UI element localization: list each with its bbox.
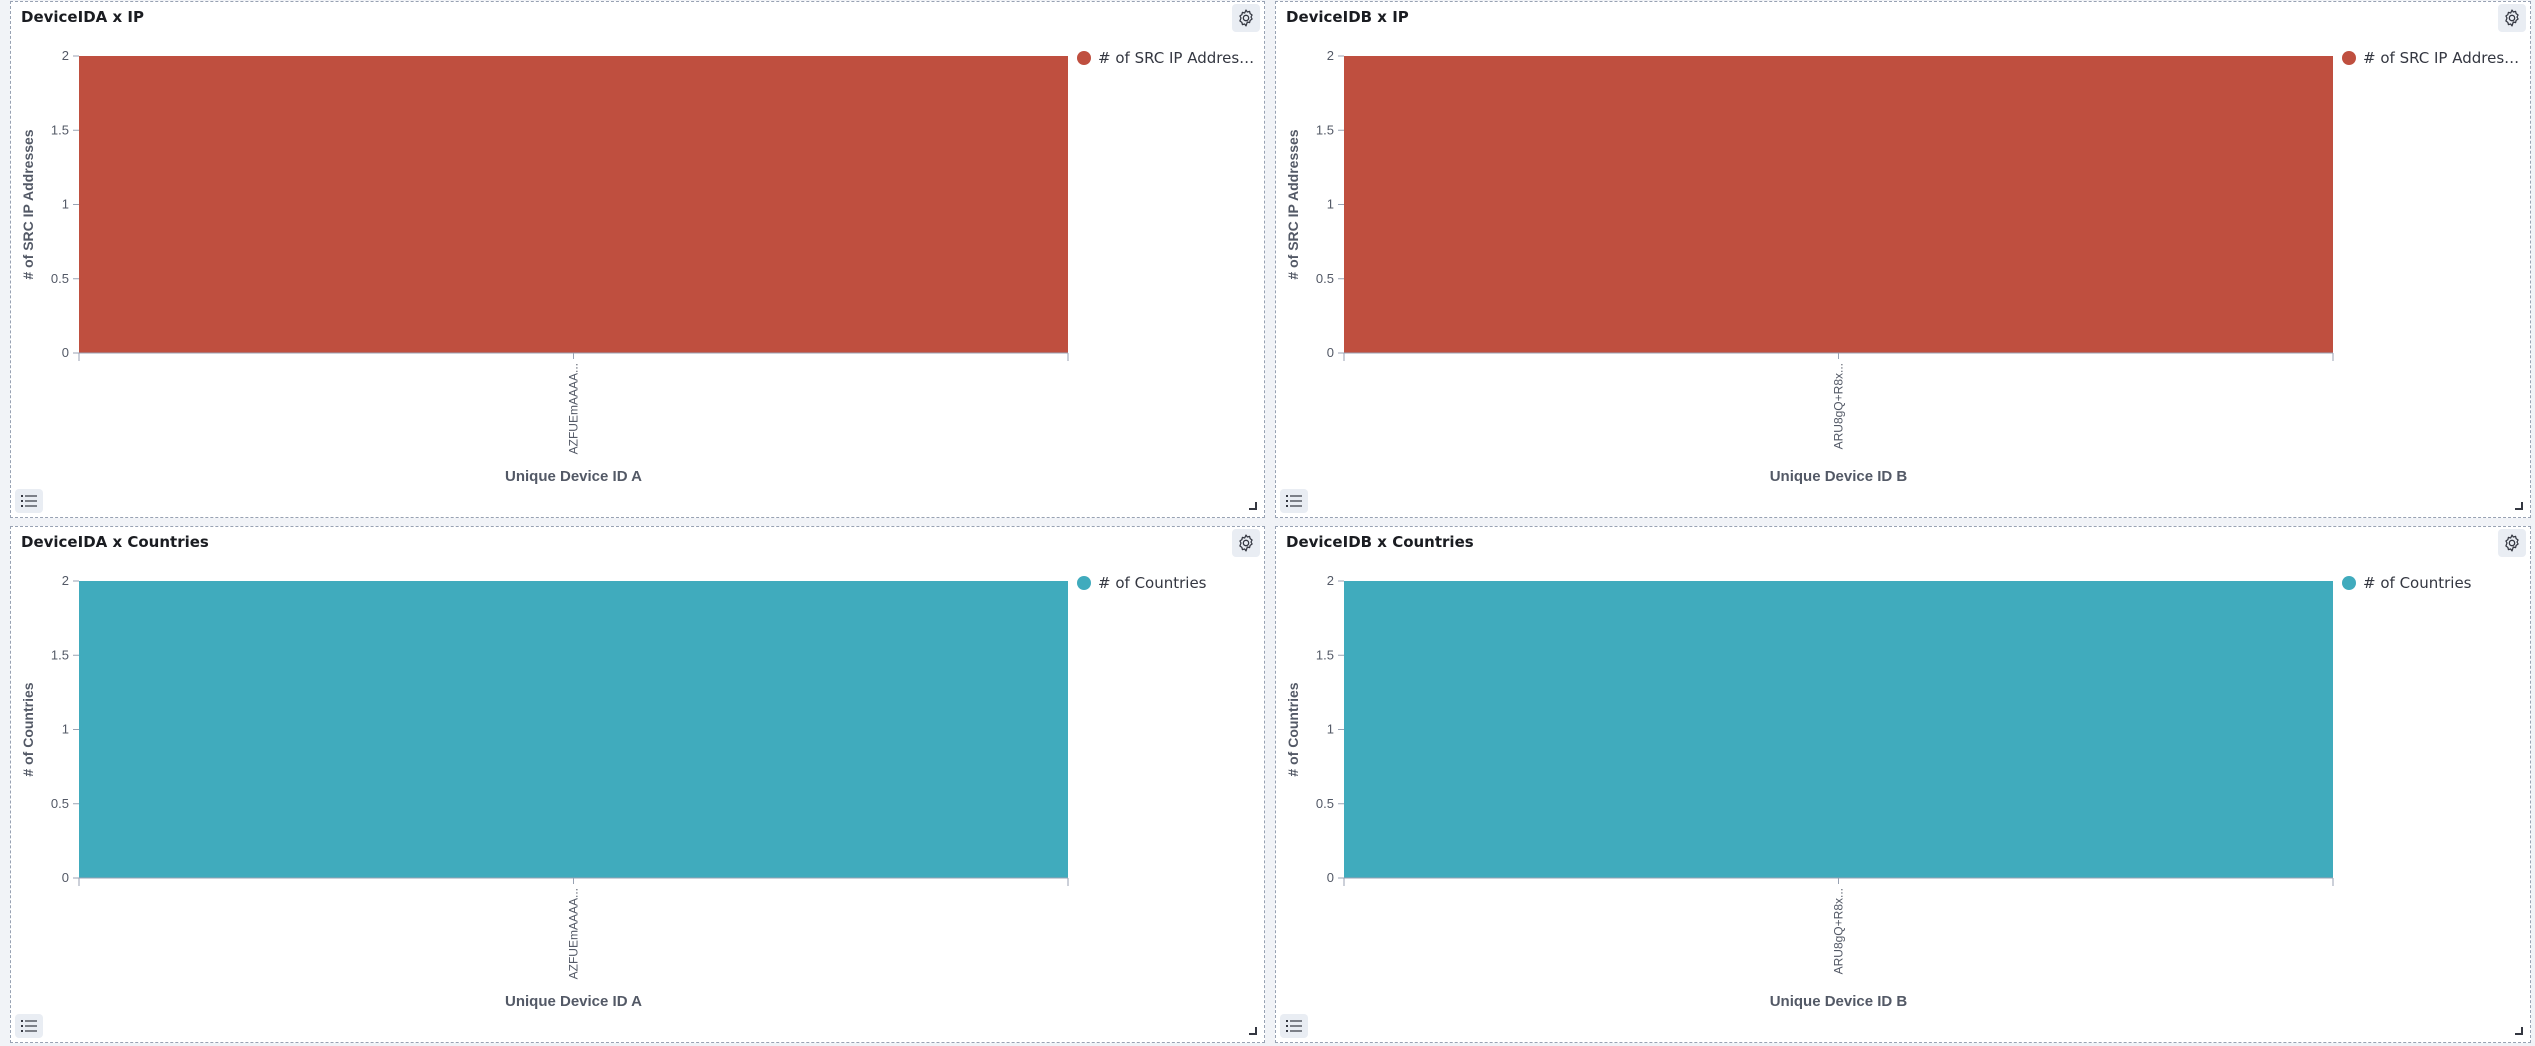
- y-tick-label: 0.5: [1316, 796, 1334, 811]
- panel-deviceidb-countries: DeviceIDB x Countries 0 0.5 1 1.5 2 ARU8gQ+R…: [1275, 526, 2531, 1043]
- list-icon: [1286, 1020, 1302, 1032]
- legend-label: # of Countries: [1098, 574, 1207, 592]
- y-axis-label: # of Countries: [1285, 682, 1301, 776]
- y-axis-label: # of Countries: [20, 682, 36, 776]
- list-icon: [1286, 495, 1302, 507]
- y-tick-label: 1: [1327, 197, 1334, 212]
- bar-chart: 0 0.5 1 1.5 2 ARU8gQ+R8x... # of SRC IP Addr…: [1285, 48, 2334, 485]
- y-tick-label: 0.5: [51, 271, 69, 286]
- panel-settings-button[interactable]: [2498, 529, 2526, 557]
- legend-item[interactable]: # of SRC IP Address...: [1077, 49, 1258, 67]
- legend-color-dot: [1077, 51, 1091, 65]
- panel-title: DeviceIDB x IP: [1286, 8, 1409, 26]
- x-tick-label: AZFUEmAAAA...: [567, 363, 581, 454]
- bar-chart: 0 0.5 1 1.5 2 AZFUEmAAAA... # of SRC IP Addr…: [20, 48, 1069, 485]
- legend-label: # of SRC IP Address...: [1098, 49, 1258, 67]
- x-tick-label: ARU8gQ+R8x...: [1832, 888, 1846, 974]
- legend-item[interactable]: # of SRC IP Address...: [2342, 49, 2523, 67]
- panel-settings-button[interactable]: [1232, 529, 1260, 557]
- panel-title: DeviceIDA x IP: [21, 8, 144, 26]
- y-tick-label: 0: [1327, 870, 1334, 885]
- y-tick-label: 2: [62, 573, 69, 588]
- bar-chart: 0 0.5 1 1.5 2 ARU8gQ+R8x... # of Countries U…: [1285, 573, 2334, 1010]
- y-tick-label: 2: [62, 48, 69, 63]
- panel-settings-button[interactable]: [2498, 4, 2526, 32]
- list-icon: [21, 495, 37, 507]
- legend-toggle-button[interactable]: [1280, 1014, 1308, 1038]
- panel-deviceida-countries: DeviceIDA x Countries 0 0.5 1 1.5 2 AZFUEmAA…: [10, 526, 1265, 1043]
- y-tick-label: 1.5: [51, 122, 69, 137]
- bar: [79, 56, 1068, 353]
- resize-handle-icon[interactable]: [1249, 1027, 1257, 1035]
- x-axis-label: Unique Device ID B: [1770, 468, 1908, 485]
- list-icon: [21, 1020, 37, 1032]
- panel-title: DeviceIDB x Countries: [1286, 533, 1474, 551]
- gear-icon: [2505, 9, 2519, 27]
- x-axis-label: Unique Device ID B: [1770, 993, 1908, 1010]
- y-tick-label: 1.5: [1316, 647, 1334, 662]
- gear-icon: [1239, 9, 1253, 27]
- y-tick-label: 0: [1327, 345, 1334, 360]
- y-tick-label: 2: [1327, 48, 1334, 63]
- resize-handle-icon[interactable]: [2515, 502, 2523, 510]
- legend-item[interactable]: # of Countries: [1077, 574, 1207, 592]
- y-tick-label: 1.5: [1316, 122, 1334, 137]
- legend-item[interactable]: # of Countries: [2342, 574, 2472, 592]
- y-tick-label: 1: [62, 197, 69, 212]
- panel-deviceidb-ip: DeviceIDB x IP 0 0.5 1 1.5 2 ARU8gQ+R8x... #…: [1275, 1, 2531, 518]
- panel-title: DeviceIDA x Countries: [21, 533, 209, 551]
- legend-toggle-button[interactable]: [15, 1014, 43, 1038]
- y-tick-label: 1: [1327, 722, 1334, 737]
- x-tick-label: AZFUEmAAAA...: [567, 888, 581, 979]
- x-axis-label: Unique Device ID A: [505, 468, 642, 485]
- x-tick-label: ARU8gQ+R8x...: [1832, 363, 1846, 449]
- legend-toggle-button[interactable]: [1280, 489, 1308, 513]
- legend-toggle-button[interactable]: [15, 489, 43, 513]
- resize-handle-icon[interactable]: [1249, 502, 1257, 510]
- legend-color-dot: [2342, 576, 2356, 590]
- bar-chart: 0 0.5 1 1.5 2 AZFUEmAAAA... # of Countries U…: [20, 573, 1069, 1010]
- bar: [1344, 56, 2333, 353]
- y-tick-label: 0.5: [51, 796, 69, 811]
- bar: [1344, 581, 2333, 878]
- resize-handle-icon[interactable]: [2515, 1027, 2523, 1035]
- y-tick-label: 1: [62, 722, 69, 737]
- y-axis-label: # of SRC IP Addresses: [1285, 129, 1301, 279]
- panel-settings-button[interactable]: [1232, 4, 1260, 32]
- y-axis-label: # of SRC IP Addresses: [20, 129, 36, 279]
- y-tick-label: 1.5: [51, 647, 69, 662]
- legend-label: # of Countries: [2363, 574, 2472, 592]
- gear-icon: [2505, 534, 2519, 552]
- x-axis-label: Unique Device ID A: [505, 993, 642, 1010]
- legend-color-dot: [2342, 51, 2356, 65]
- bar: [79, 581, 1068, 878]
- y-tick-label: 0: [62, 870, 69, 885]
- y-tick-label: 0: [62, 345, 69, 360]
- legend-label: # of SRC IP Address...: [2363, 49, 2523, 67]
- legend-color-dot: [1077, 576, 1091, 590]
- panel-deviceida-ip: DeviceIDA x IP 0 0.5 1 1.5 2 AZFUEmAAAA... #…: [10, 1, 1265, 518]
- y-tick-label: 0.5: [1316, 271, 1334, 286]
- gear-icon: [1239, 534, 1253, 552]
- y-tick-label: 2: [1327, 573, 1334, 588]
